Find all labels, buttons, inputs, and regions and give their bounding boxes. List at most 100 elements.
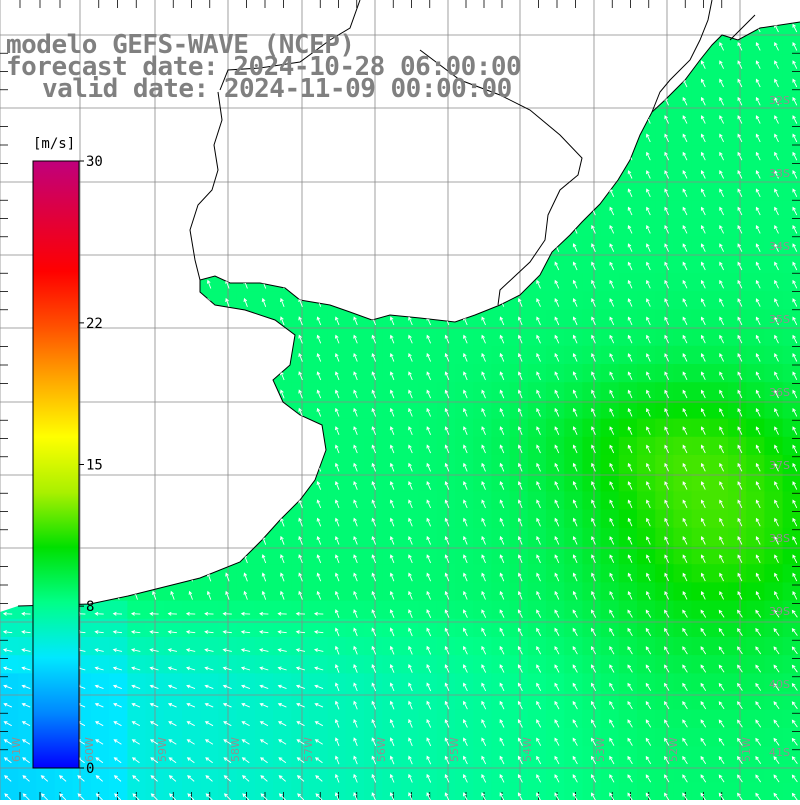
field-cell — [18, 709, 37, 729]
field-cell — [728, 364, 747, 383]
wind-arrow — [408, 481, 413, 490]
field-cell — [345, 637, 365, 656]
field-cell — [364, 582, 383, 602]
field-cell — [564, 709, 583, 729]
wind-arrow — [149, 611, 159, 616]
wind-arrow — [517, 426, 523, 435]
wind-arrow — [371, 407, 377, 417]
wind-arrow — [682, 243, 688, 252]
wind-arrow — [152, 590, 157, 600]
wind-arrow — [444, 627, 450, 637]
field-cell — [691, 673, 711, 693]
field-cell — [418, 728, 438, 747]
wind-arrow — [719, 78, 725, 88]
wind-arrow — [499, 481, 505, 490]
field-cell — [655, 673, 674, 693]
wind-arrow — [277, 702, 287, 708]
wind-arrow — [223, 757, 232, 764]
wind-arrow — [682, 224, 688, 234]
wind-arrow — [426, 334, 432, 344]
wind-arrow — [627, 316, 633, 326]
field-cell — [327, 764, 347, 784]
wind-arrow — [260, 793, 268, 800]
field-cell — [746, 291, 765, 310]
field-cell — [163, 618, 183, 638]
field-cell — [764, 527, 784, 547]
wind-arrow — [277, 684, 287, 690]
wind-arrow — [645, 755, 652, 765]
field-cell — [163, 709, 183, 729]
wind-arrow — [591, 682, 597, 692]
wind-arrow — [241, 775, 250, 782]
wind-arrow — [737, 682, 743, 691]
field-cell — [782, 254, 800, 274]
wind-arrow — [353, 334, 358, 344]
field-cell — [309, 709, 329, 729]
wind-arrow — [572, 682, 578, 692]
field-cell — [655, 709, 674, 729]
wind-arrow — [389, 664, 395, 673]
wind-arrow — [774, 572, 779, 582]
wind-arrow — [186, 739, 195, 745]
colorbar-tick-label: 8 — [86, 599, 94, 615]
field-cell — [382, 655, 401, 674]
field-cell — [728, 582, 747, 602]
wind-arrow — [334, 572, 340, 582]
field-cell — [436, 764, 456, 784]
wind-arrow — [700, 224, 706, 234]
wind-arrow — [609, 554, 615, 563]
wind-arrow — [774, 224, 779, 234]
wind-arrow — [554, 609, 560, 618]
wind-arrow — [408, 334, 413, 344]
wind-arrow — [112, 648, 123, 653]
field-cell — [582, 782, 602, 800]
wind-arrow — [499, 407, 505, 417]
wind-arrow — [591, 499, 596, 509]
wind-arrow — [408, 737, 413, 747]
wind-arrow — [426, 682, 432, 692]
wind-arrow — [22, 775, 30, 782]
wind-arrow — [646, 407, 651, 417]
wind-arrow — [426, 572, 432, 582]
field-cell — [746, 782, 765, 800]
wind-arrow — [170, 590, 175, 600]
lon-label: 56W — [375, 737, 388, 762]
wind-arrow — [334, 737, 340, 747]
wind-arrow — [149, 648, 159, 653]
wind-arrow — [517, 316, 523, 326]
wind-arrow — [792, 151, 798, 161]
wind-arrow — [664, 407, 670, 417]
field-cell — [691, 691, 711, 711]
wind-arrow — [389, 371, 395, 381]
field-cell — [400, 600, 420, 620]
field-cell — [364, 746, 383, 765]
wind-arrow — [280, 554, 285, 564]
wind-arrow — [774, 170, 779, 179]
field-cell — [709, 455, 729, 474]
field-cell — [782, 473, 800, 492]
wind-arrow — [204, 611, 214, 616]
wind-arrow — [554, 334, 560, 344]
field-cell — [764, 473, 784, 492]
wind-arrow — [389, 499, 395, 509]
field-cell — [746, 309, 765, 329]
wind-arrow — [682, 261, 688, 271]
wind-arrow — [242, 793, 250, 800]
wind-arrow — [113, 721, 122, 727]
wind-arrow — [481, 426, 486, 435]
wind-arrow — [426, 554, 432, 564]
field-cell — [691, 546, 711, 565]
wind-arrow — [444, 462, 450, 472]
wind-arrow — [481, 737, 487, 747]
field-cell — [309, 637, 329, 656]
wind-arrow — [517, 481, 523, 490]
wind-arrow — [222, 684, 232, 690]
wind-arrow — [737, 170, 743, 179]
wind-arrow — [463, 407, 468, 417]
wind-arrow — [371, 664, 377, 673]
wind-arrow — [791, 646, 798, 655]
field-cell — [709, 564, 729, 583]
wind-arrow — [755, 462, 761, 472]
wind-arrow — [259, 630, 269, 634]
field-cell — [673, 746, 693, 765]
